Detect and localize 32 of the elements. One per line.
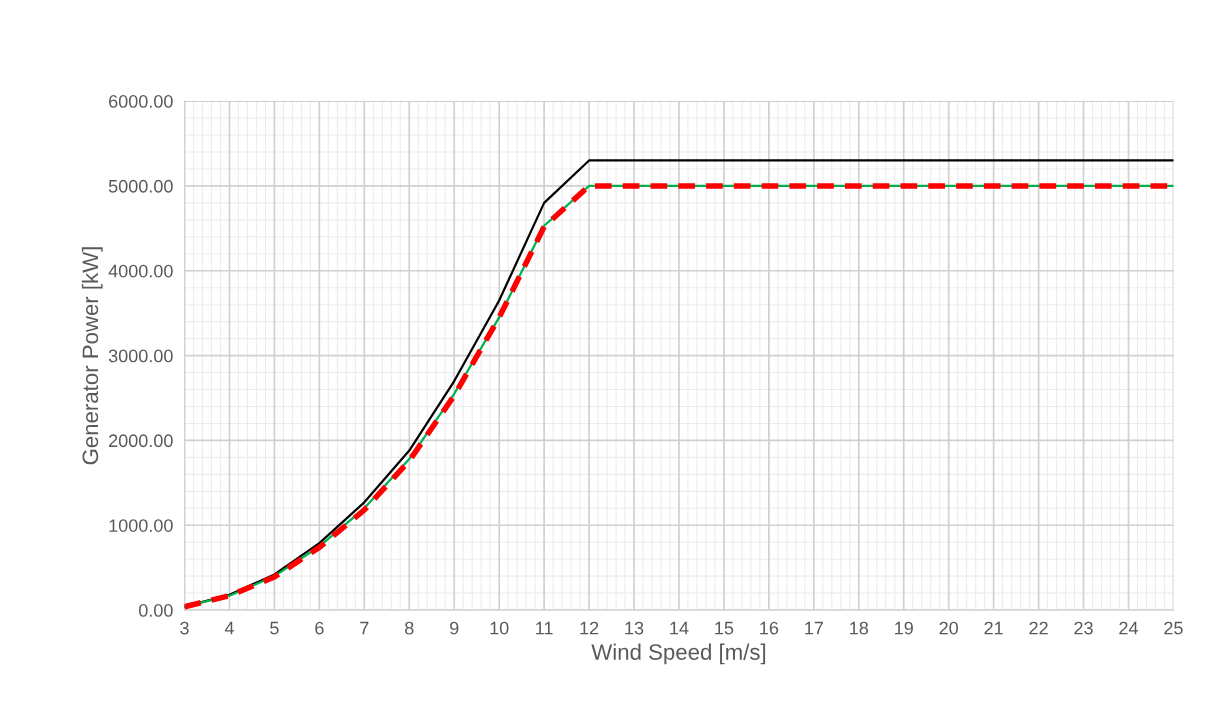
- x-tick-label: 9: [450, 621, 459, 635]
- x-tick-label: 16: [760, 621, 779, 635]
- y-tick-label: 0.00: [138, 604, 173, 617]
- x-tick-label: 8: [405, 621, 414, 635]
- x-tick-label: 19: [895, 621, 913, 635]
- y-tick-label: 6000.00: [109, 95, 173, 108]
- x-tick-label: 10: [490, 621, 509, 635]
- x-tick-label: 17: [805, 621, 823, 635]
- y-tick-label: 3000.00: [108, 349, 173, 363]
- x-tick-label: 15: [715, 621, 734, 635]
- x-tick-label: 18: [850, 621, 869, 635]
- x-tick-label: 13: [625, 621, 644, 635]
- x-tick-label: 24: [1119, 621, 1138, 635]
- y-tick-label: 5000.00: [108, 179, 173, 193]
- x-tick-label: 22: [1029, 621, 1048, 635]
- y-tick-label: 1000.00: [109, 519, 173, 532]
- x-tick-label: 11: [536, 621, 553, 635]
- y-axis-title: Generator Power [kW]: [81, 247, 103, 465]
- x-tick-label: 20: [939, 621, 959, 635]
- x-tick-label: 25: [1164, 621, 1183, 635]
- x-tick-label: 6: [315, 621, 324, 635]
- x-tick-label: 21: [984, 621, 1003, 635]
- x-tick-label: 12: [580, 621, 599, 635]
- x-axis-title: Wind Speed [m/s]: [591, 643, 766, 665]
- x-tick-label: 14: [670, 621, 689, 635]
- y-tick-label: 4000.00: [108, 264, 173, 278]
- x-tick-label: 3: [180, 621, 189, 635]
- y-tick-label: 2000.00: [109, 434, 173, 448]
- x-tick-label: 23: [1074, 621, 1093, 635]
- x-tick-label: 5: [270, 621, 279, 635]
- x-tick-label: 4: [224, 621, 234, 635]
- x-tick-label: 7: [360, 621, 369, 635]
